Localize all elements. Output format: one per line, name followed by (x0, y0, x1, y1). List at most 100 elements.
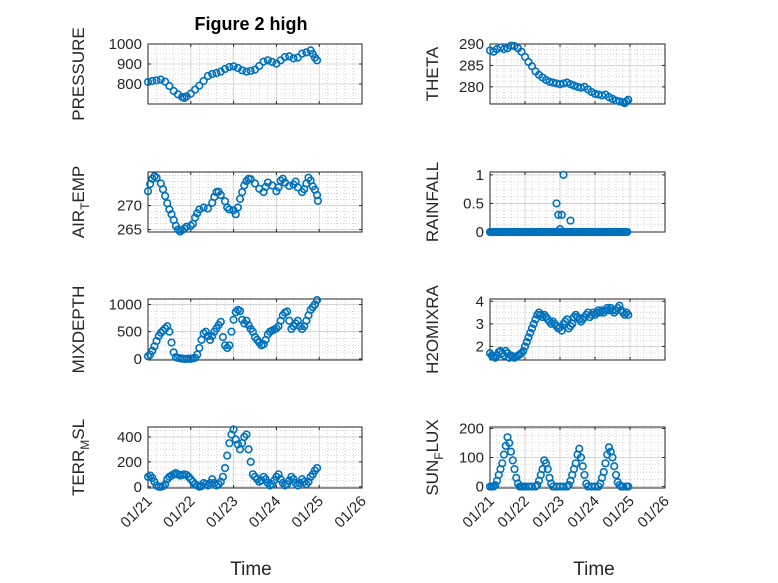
data-point (499, 450, 509, 459)
y-tick-label: 1000 (109, 296, 142, 313)
data-point (578, 462, 587, 471)
data-point (538, 465, 547, 474)
data-point (312, 463, 322, 473)
data-point (218, 333, 227, 342)
data-point (242, 316, 251, 325)
figure-title: Figure 2 high (194, 14, 307, 34)
y-tick-label: 0 (476, 479, 484, 496)
data-point (223, 203, 232, 212)
data-point (297, 49, 307, 58)
data-point (520, 342, 530, 351)
data-point (510, 465, 519, 474)
data-point (575, 444, 584, 453)
data-point (186, 89, 195, 98)
axes-box (147, 171, 363, 233)
data-point (218, 472, 227, 481)
data-point (227, 327, 236, 336)
data-point (610, 462, 619, 471)
data-point (527, 324, 537, 333)
data-point (623, 227, 632, 237)
data-series (485, 433, 633, 491)
data-series (485, 41, 633, 108)
data-point (152, 173, 161, 182)
data-point (580, 470, 589, 480)
data-point (263, 56, 272, 65)
x-tick-label: 01/22 (160, 493, 199, 532)
data-point (182, 470, 191, 480)
data-point (235, 306, 245, 316)
x-tick-label: 01/26 (331, 493, 370, 532)
minor-grid (489, 172, 666, 233)
data-point (238, 188, 247, 197)
data-point (242, 430, 251, 439)
data-point (199, 203, 208, 212)
data-point (519, 346, 528, 356)
data-point (229, 62, 238, 71)
data-point (529, 319, 538, 328)
y-axis-label: PRESSURE (69, 27, 88, 121)
data-point (527, 482, 537, 491)
data-point (555, 225, 565, 234)
x-tick-label: 01/21 (459, 493, 498, 532)
data-point (216, 317, 225, 326)
data-point (225, 62, 234, 72)
data-point (312, 56, 322, 65)
data-point (143, 77, 153, 87)
data-point (152, 76, 161, 85)
data-point (531, 315, 540, 324)
data-point (240, 181, 249, 190)
data-point (557, 210, 566, 219)
data-point (491, 480, 500, 490)
data-point (195, 205, 204, 214)
data-point (255, 61, 264, 71)
data-point (499, 45, 509, 54)
data-point (280, 52, 290, 62)
data-point (208, 69, 217, 79)
x-tick-label: 01/23 (529, 493, 568, 532)
y-tick-label: 900 (117, 56, 142, 73)
subplot-7: 0 200 400 01/21 01/22 01/23 01/24 01/25 01/26 TER… (69, 419, 370, 531)
data-point (524, 333, 533, 342)
data-point (195, 343, 204, 353)
data-point (180, 224, 189, 233)
data-point (231, 307, 240, 317)
data-point (250, 65, 260, 74)
data-point (235, 194, 245, 203)
data-point (611, 470, 621, 480)
y-axis-label: AIRTEMP (69, 166, 92, 239)
data-point (624, 95, 633, 104)
data-point (543, 465, 552, 474)
data-point (216, 190, 225, 200)
axes-box (147, 43, 363, 105)
x-tick-label: 01/24 (564, 493, 603, 532)
data-point (223, 451, 232, 460)
x-axis-label-right: Time (573, 559, 615, 580)
data-point (203, 204, 213, 213)
data-series (143, 172, 323, 236)
data-point (564, 480, 573, 490)
x-tick-label: 01/22 (494, 493, 533, 532)
data-point (608, 453, 617, 462)
y-tick-label: 1 (476, 167, 484, 184)
data-point (190, 213, 200, 222)
data-point (276, 176, 285, 185)
data-point (624, 310, 633, 319)
data-point (225, 439, 234, 448)
data-point (505, 438, 514, 448)
data-point (599, 467, 608, 477)
data-point (165, 81, 174, 91)
y-tick-label: 265 (117, 222, 142, 239)
y-axis-label: RAINFALL (423, 162, 442, 242)
y-tick-label: 285 (459, 57, 484, 74)
y-tick-label: 270 (117, 198, 142, 215)
data-point (285, 181, 294, 191)
data-point (283, 307, 292, 316)
y-tick-label: 500 (117, 324, 142, 341)
data-point (156, 328, 165, 337)
subplot-6: 2 3 4 H2OMIXRA (423, 284, 666, 374)
y-axis-label: THETA (423, 46, 442, 101)
data-point (313, 196, 323, 205)
data-point (190, 85, 200, 94)
data-point (285, 316, 294, 325)
